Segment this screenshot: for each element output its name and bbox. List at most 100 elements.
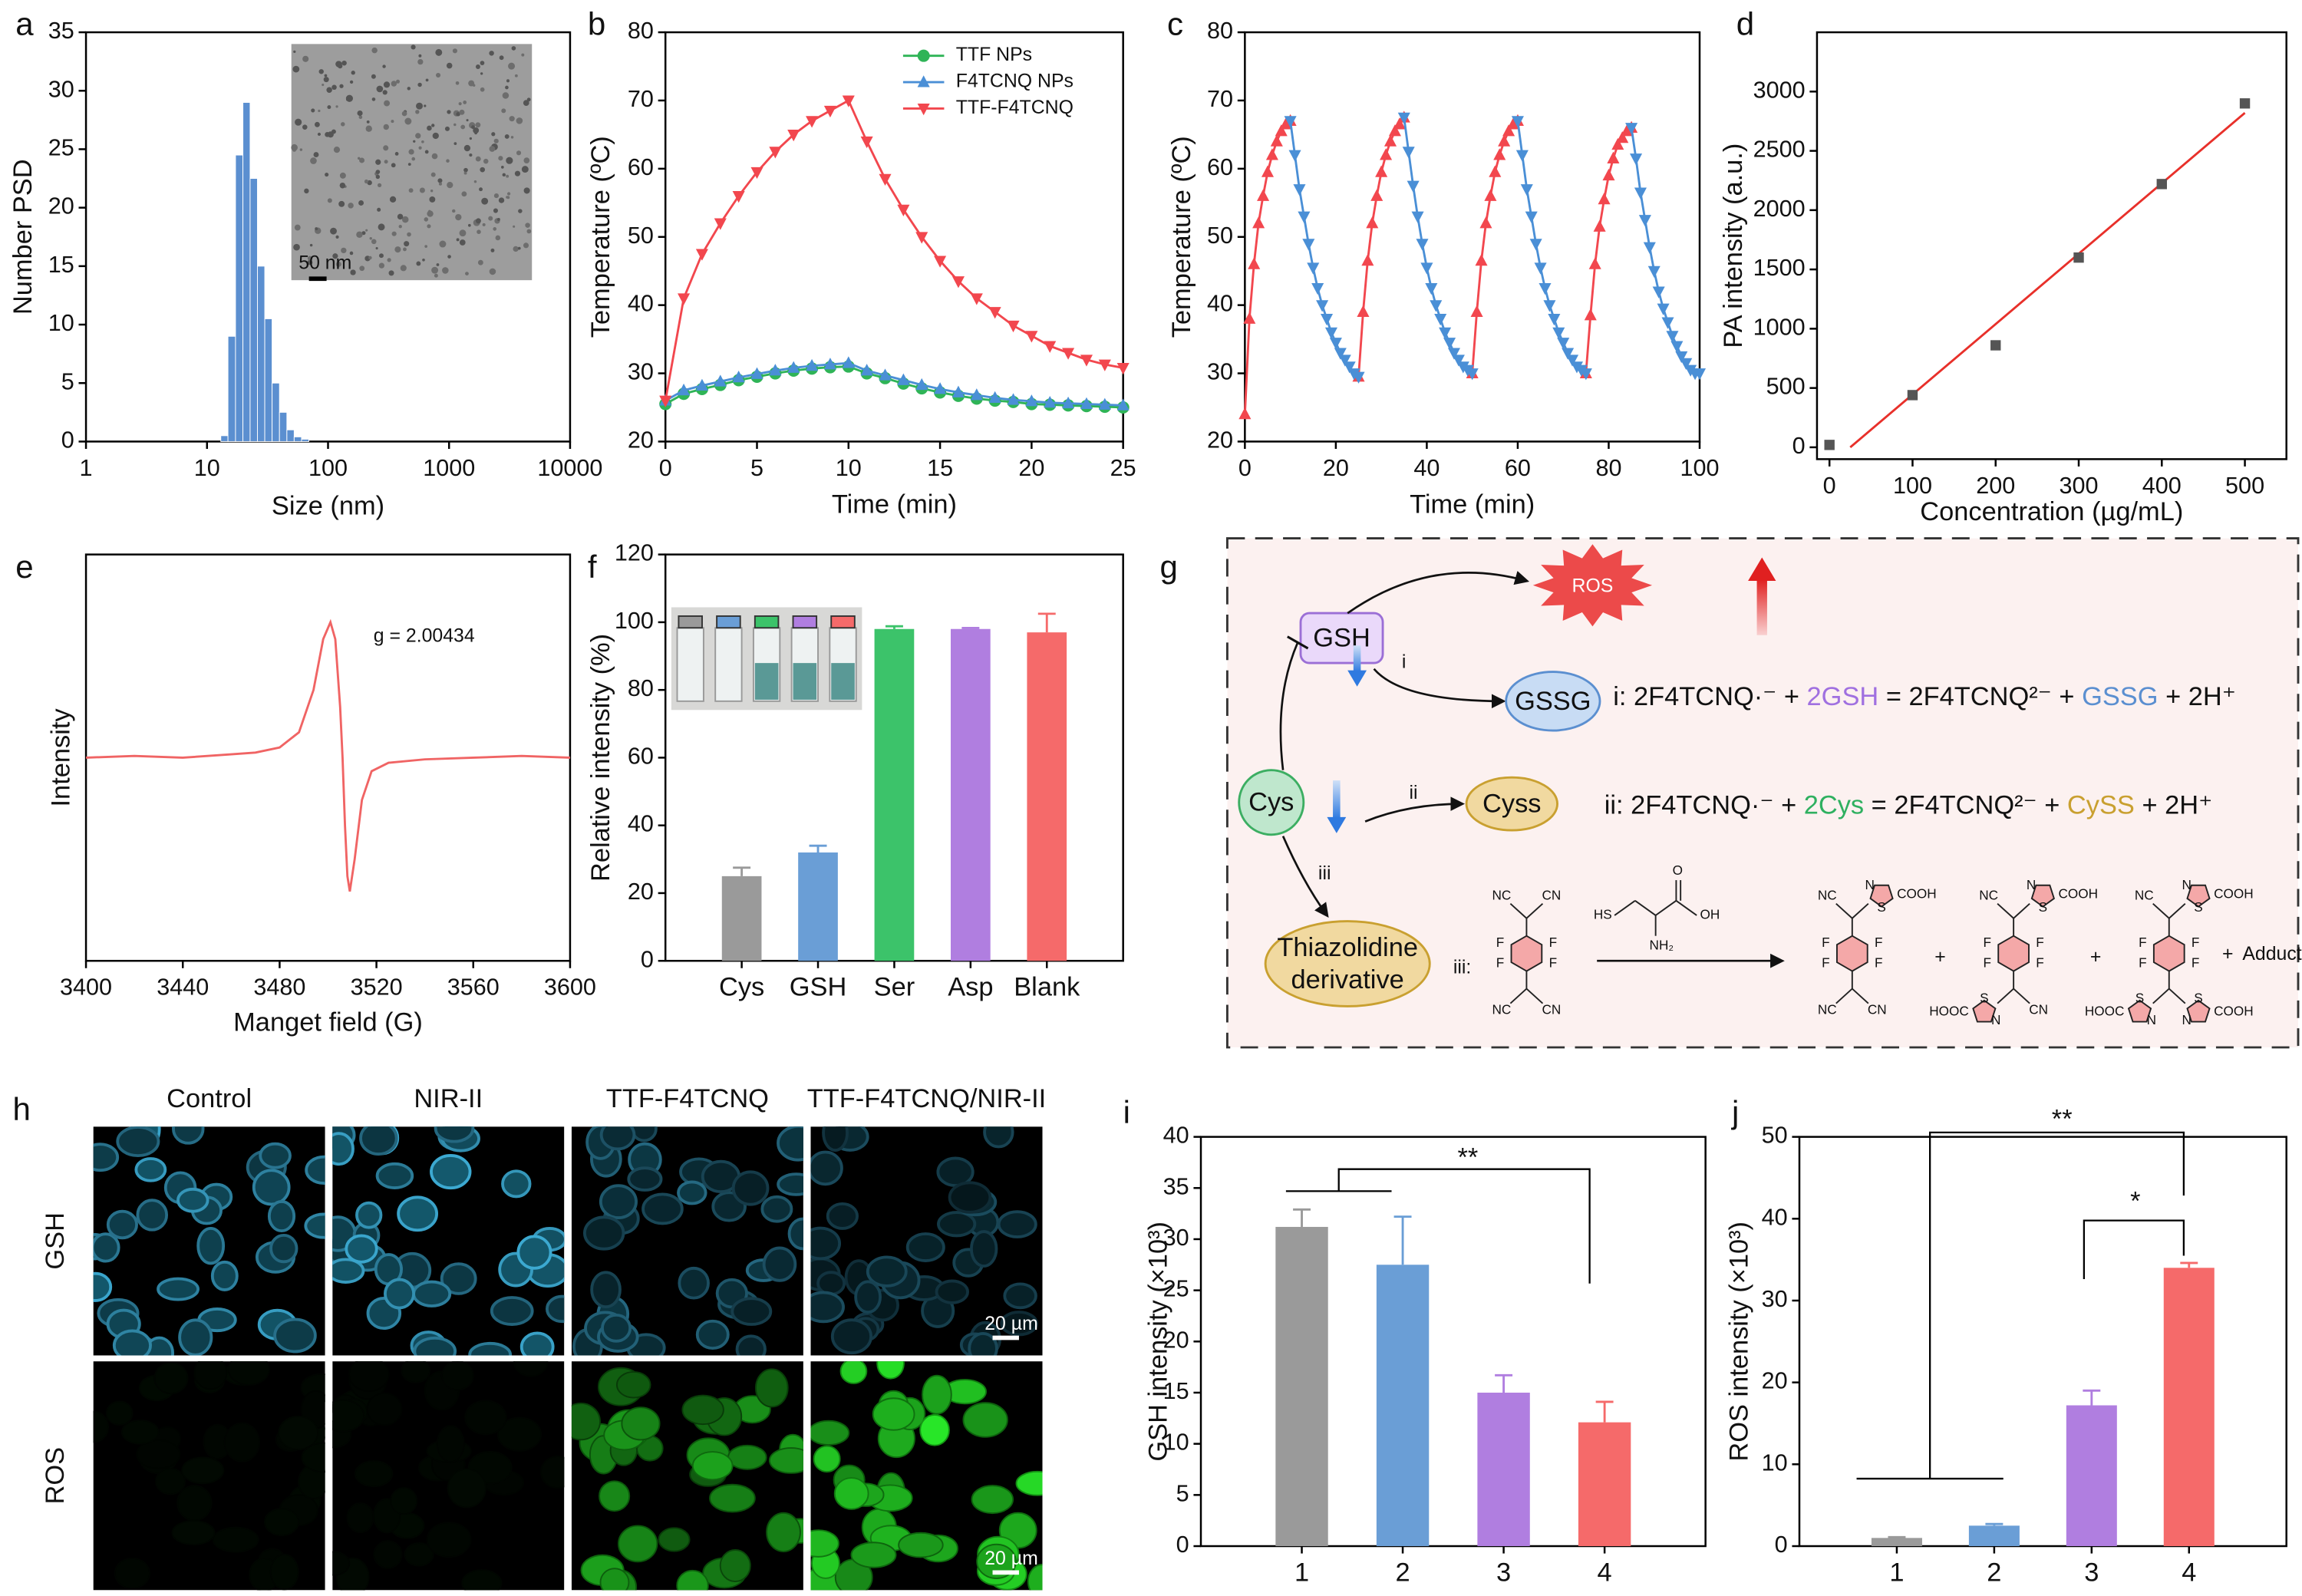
series-line — [1289, 117, 1700, 378]
cell — [695, 1319, 730, 1350]
point — [1238, 407, 1252, 420]
bar — [1578, 1422, 1631, 1546]
y-tick-label: 2000 — [1753, 196, 1806, 222]
point — [1270, 134, 1283, 147]
error-bar — [2083, 1389, 2101, 1406]
inset-particle — [395, 79, 401, 84]
inset-scale-label: 50 nm — [298, 253, 351, 274]
point — [806, 116, 819, 128]
inset-particle — [375, 170, 381, 174]
panel-letter: e — [15, 549, 33, 585]
cell — [153, 1362, 189, 1395]
inset-particle — [427, 224, 431, 229]
equation-part: CySS — [2067, 791, 2135, 820]
decrease-arrow — [1353, 645, 1361, 672]
x-tick-label: 4 — [2182, 1558, 2196, 1587]
adducts-label: Adducts — [2242, 944, 2302, 965]
inset-particle — [483, 158, 489, 164]
bond — [2013, 902, 2030, 919]
cell — [810, 1291, 845, 1324]
point — [860, 136, 873, 149]
point — [1302, 239, 1315, 251]
cell — [332, 1551, 351, 1576]
point — [2156, 179, 2167, 190]
inset-particle — [513, 246, 519, 252]
inset-particle — [339, 84, 344, 88]
point — [1343, 361, 1356, 374]
atom-label: HOOC — [1929, 1004, 1969, 1019]
step-label: ii — [1409, 783, 1417, 803]
x-tick-label: 2 — [1395, 1558, 1410, 1587]
inset-particle — [467, 223, 471, 227]
inset-particle — [508, 62, 516, 70]
column-label: TTF-F4TCNQ/NIR-II — [807, 1084, 1047, 1113]
inset-particle — [481, 197, 489, 205]
inset-particle — [317, 132, 322, 137]
y-tick-label: 80 — [628, 18, 654, 44]
point — [714, 374, 727, 387]
point — [951, 385, 965, 397]
inset-particle — [375, 174, 381, 180]
cell — [833, 1477, 869, 1510]
cell — [631, 1126, 658, 1143]
y-tick-label: 70 — [1207, 86, 1233, 112]
inset-particle — [350, 269, 356, 275]
y-tick-label: 15 — [1163, 1378, 1189, 1404]
cell — [267, 1200, 296, 1233]
cell — [332, 1132, 355, 1166]
inset-particle — [506, 192, 511, 196]
vial-liquid — [754, 663, 779, 700]
histogram-bar — [286, 429, 295, 442]
x-tick-label: 10000 — [537, 455, 602, 481]
histogram-bar — [301, 438, 309, 442]
inset-particle — [341, 247, 347, 254]
inset-particle — [382, 90, 388, 95]
error-bar — [1595, 1400, 1614, 1423]
chart-panel: a 0 5 10 15 20 25 30 35 1 10 100 1000 10000 Size (nm) N… — [8, 6, 603, 521]
atom-label: F — [1875, 935, 1883, 950]
bond — [1525, 988, 1544, 1004]
y-tick-label: 50 — [628, 223, 654, 249]
cell — [440, 1262, 477, 1295]
point — [1321, 314, 1334, 326]
bar — [1477, 1392, 1530, 1546]
vial — [676, 627, 704, 702]
inset-particle — [424, 217, 429, 222]
point — [988, 391, 1001, 403]
point — [1248, 257, 1261, 269]
point — [1324, 327, 1337, 340]
point — [1630, 153, 1643, 166]
inset-particle — [318, 109, 321, 113]
point — [1479, 216, 1492, 229]
cell — [375, 1162, 414, 1189]
point — [1261, 165, 1275, 177]
point — [1552, 327, 1565, 340]
point — [915, 378, 928, 391]
row-label: GSH — [41, 1212, 70, 1270]
point — [1534, 262, 1547, 275]
inset-particle — [446, 159, 450, 163]
atom-label: F — [1549, 935, 1558, 950]
inset-particle — [407, 232, 411, 237]
point — [1634, 187, 1647, 200]
decrease-arrow — [1333, 780, 1341, 819]
inset-particle — [437, 178, 443, 183]
inset-particle — [408, 149, 414, 155]
inset-particle — [383, 145, 389, 151]
inset-particle — [416, 102, 424, 110]
atom-label: S — [1980, 990, 1988, 1005]
inset-particle — [377, 207, 381, 212]
x-tick-label: 10 — [194, 455, 220, 481]
cell — [1027, 1564, 1043, 1591]
cell — [496, 1416, 543, 1452]
error-bar — [885, 625, 903, 629]
cell — [178, 1318, 213, 1356]
cell — [727, 1444, 767, 1470]
point — [917, 104, 930, 116]
x-tick-label: 20 — [1323, 455, 1349, 481]
arrow — [1364, 796, 1466, 823]
panel-letter: h — [12, 1091, 30, 1127]
point — [1288, 150, 1301, 162]
x-axis-label: Size (nm) — [272, 492, 384, 521]
